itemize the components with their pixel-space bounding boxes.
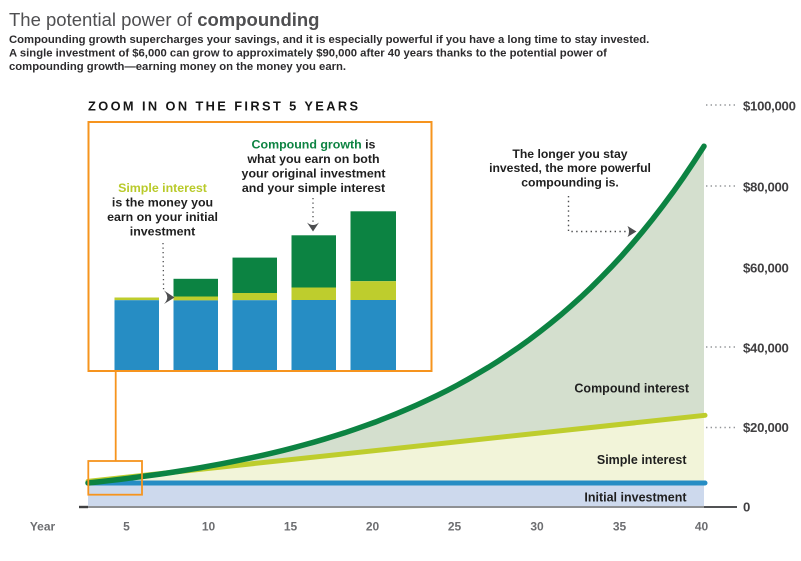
svg-text:15: 15 — [284, 520, 298, 534]
svg-text:compounding growth—earning mon: compounding growth—earning money on the … — [9, 61, 346, 73]
svg-text:what you earn on both: what you earn on both — [246, 152, 379, 166]
svg-text:investment: investment — [130, 225, 195, 239]
svg-text:Simple interest: Simple interest — [597, 453, 687, 467]
svg-text:compounding is.: compounding is. — [521, 175, 619, 189]
svg-text:Compound growth is: Compound growth is — [252, 138, 376, 152]
svg-text:$40,000: $40,000 — [743, 341, 789, 356]
svg-text:earn on your initial: earn on your initial — [107, 210, 218, 224]
svg-text:A single investment of $6,000: A single investment of $6,000 can grow t… — [9, 48, 607, 60]
svg-text:$100,000: $100,000 — [743, 99, 796, 114]
svg-text:$60,000: $60,000 — [743, 261, 789, 276]
svg-text:Simple interest: Simple interest — [118, 181, 207, 195]
svg-text:25: 25 — [448, 520, 462, 534]
svg-text:Year: Year — [30, 520, 56, 534]
svg-text:Compounding growth supercharge: Compounding growth supercharges your sav… — [9, 34, 649, 46]
svg-text:30: 30 — [530, 520, 544, 534]
svg-text:The longer you stay: The longer you stay — [512, 147, 627, 161]
svg-text:your original investment: your original investment — [242, 167, 386, 181]
svg-text:$80,000: $80,000 — [743, 180, 789, 195]
svg-text:10: 10 — [202, 520, 216, 534]
svg-text:40: 40 — [695, 520, 709, 534]
svg-text:invested, the more powerful: invested, the more powerful — [489, 161, 651, 175]
svg-text:Initial investment: Initial investment — [584, 491, 687, 505]
svg-text:5: 5 — [123, 520, 130, 534]
svg-text:0: 0 — [743, 500, 750, 515]
svg-text:35: 35 — [613, 520, 627, 534]
svg-text:20: 20 — [366, 520, 380, 534]
svg-text:and your simple interest: and your simple interest — [242, 181, 385, 195]
svg-text:The potential power of compoun: The potential power of compounding — [9, 9, 320, 30]
svg-text:Compound interest: Compound interest — [574, 382, 689, 396]
svg-text:ZOOM IN ON THE FIRST 5 YEARS: ZOOM IN ON THE FIRST 5 YEARS — [88, 99, 360, 114]
svg-text:$20,000: $20,000 — [743, 420, 789, 435]
svg-text:is the money you: is the money you — [112, 196, 213, 210]
